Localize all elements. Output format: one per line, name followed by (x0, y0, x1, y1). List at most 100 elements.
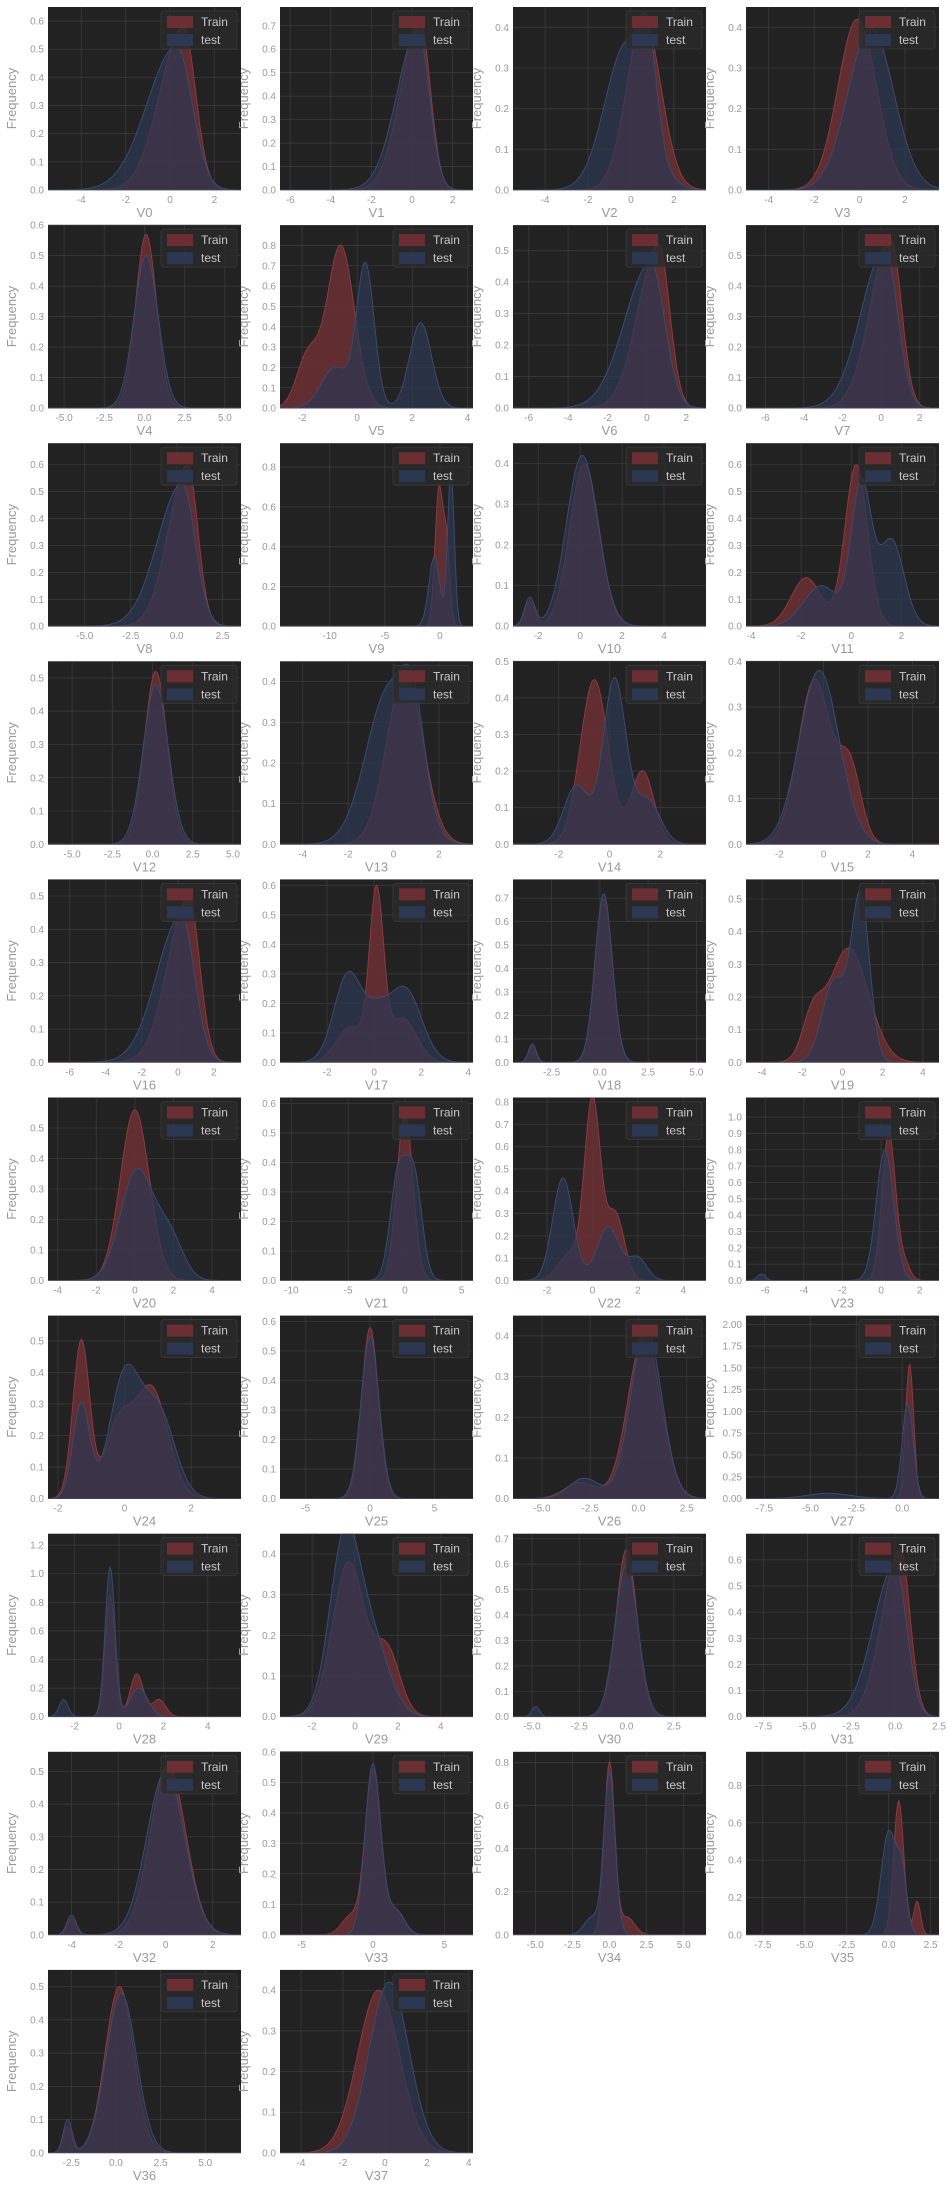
y-tick-label: 0.8 (495, 1758, 509, 1769)
legend-label-test: test (899, 251, 919, 265)
y-tick-label: 0.2 (495, 104, 509, 115)
x-tick-label: -4 (297, 2158, 306, 2169)
y-tick-label: 0.1 (262, 1672, 276, 1683)
x-tick-label: -2 (543, 1286, 552, 1297)
subplot-V28: -2 0 2 4 0.0 0.2 0.4 0.6 0.8 1.0 1.2 V28 Frequency Tr… (4, 1533, 241, 1747)
legend-label-test: test (899, 33, 919, 47)
y-axis-label: Frequency (702, 1376, 717, 1438)
y-tick-label: 0.5 (728, 1194, 742, 1205)
y-tick-label: 0.7 (728, 1162, 742, 1173)
y-axis-label: Frequency (236, 1376, 251, 1438)
y-tick-label: 0.2 (728, 1243, 742, 1254)
subplot-V30: -5.0 -2.5 0.0 2.5 0.0 0.1 0.2 0.3 0.4 0.5 0.6 0.7 V3… (469, 1533, 706, 1747)
legend-swatch-train (632, 452, 658, 465)
x-axis-label: V19 (831, 1077, 854, 1092)
y-tick-label: 0.1 (495, 145, 509, 156)
y-tick-label: 0.4 (262, 1550, 276, 1561)
x-tick-label: 0 (840, 1067, 846, 1078)
y-axis-label: Frequency (4, 1158, 19, 1220)
legend-swatch-test (167, 688, 193, 701)
legend-swatch-train (399, 16, 425, 28)
legend-label-test: test (433, 469, 453, 483)
legend-label-test: test (201, 469, 221, 483)
legend-swatch-test (399, 688, 425, 701)
legend-swatch-test (399, 34, 425, 46)
x-axis-label: V36 (133, 2168, 156, 2183)
x-tick-label: 2 (395, 1722, 401, 1733)
density-layer (280, 884, 473, 1063)
y-tick-label: 0.2 (262, 1217, 276, 1228)
subplot-V6: -6 -4 -2 0 2 0.0 0.1 0.2 0.3 0.4 0.5 V6 Frequency Tra… (469, 225, 706, 438)
x-tick-label: 0 (370, 1940, 376, 1951)
legend-label-test: test (201, 1996, 221, 2010)
x-tick-label: -7.5 (754, 1940, 772, 1951)
y-tick-label: 0.0 (728, 404, 742, 415)
y-tick-label: 0.6 (262, 1747, 276, 1758)
density-layer (513, 1327, 706, 1499)
x-axis-label: V33 (365, 1950, 388, 1965)
density-test (48, 483, 241, 627)
density-test (48, 254, 241, 409)
x-tick-label: 4 (681, 1286, 687, 1297)
density-test (746, 1149, 939, 1281)
y-tick-label: 0.1 (495, 1034, 509, 1045)
subplot-V17: -2 0 2 4 0.0 0.1 0.2 0.3 0.4 0.5 0.6 V17 Frequency Tr… (236, 879, 473, 1092)
legend: Train test (160, 1319, 238, 1358)
legend-label-test: test (899, 687, 919, 701)
x-tick-label: 5 (432, 1504, 438, 1515)
y-tick-label: 0.2 (30, 1684, 44, 1695)
y-tick-label: 1.2 (30, 1541, 44, 1552)
legend-label-train: Train (433, 1542, 460, 1556)
x-tick-label: 2 (436, 849, 442, 860)
y-tick-label: 0.3 (30, 1832, 44, 1843)
y-tick-label: 0.6 (728, 1818, 742, 1829)
y-tick-label: 0.0 (495, 1058, 509, 1069)
y-tick-label: 0.2 (728, 748, 742, 759)
x-tick-label: 2 (899, 631, 905, 642)
x-tick-label: -6 (286, 195, 295, 206)
x-tick-label: -4 (67, 1940, 76, 1951)
y-tick-label: 0.3 (262, 115, 276, 126)
y-tick-label: 0.2 (262, 1869, 276, 1880)
x-tick-label: 2.5 (216, 631, 230, 642)
legend-label-train: Train (201, 1978, 228, 1992)
x-tick-label: 4 (465, 413, 471, 424)
x-tick-label: 0 (116, 1722, 122, 1733)
subplot-V33: -5 0 5 0.0 0.1 0.2 0.3 0.4 0.5 0.6 V33 Frequency Tra… (236, 1747, 473, 1965)
density-layer (746, 669, 939, 845)
legend: Train test (160, 228, 238, 268)
density-layer (280, 1763, 473, 1935)
density-layer (48, 1986, 241, 2153)
y-tick-label: 0.6 (728, 1555, 742, 1566)
y-axis-label: Frequency (469, 1812, 484, 1874)
y-tick-label: 0.0 (262, 404, 276, 415)
subplot-V12: -5.0 -2.5 0.0 2.5 5.0 0.0 0.1 0.2 0.3 0.4 0.5 V12 Fr… (4, 661, 241, 874)
legend-label-train: Train (433, 15, 460, 29)
legend-swatch-train (632, 234, 658, 247)
x-axis-label: V29 (365, 1732, 388, 1747)
x-tick-label: -10 (322, 631, 337, 642)
y-tick-label: 0.1 (728, 1686, 742, 1697)
legend: Train test (160, 1537, 238, 1577)
legend: Train test (625, 446, 703, 486)
y-tick-label: 0.1 (495, 1453, 509, 1464)
density-test (513, 1177, 706, 1281)
x-tick-label: 0 (628, 195, 634, 206)
legend-swatch-test (399, 1996, 425, 2009)
y-tick-label: 0.2 (30, 1431, 44, 1442)
legend-label-train: Train (433, 1106, 460, 1120)
subplot-V4: -5.0 -2.5 0.0 2.5 5.0 0.0 0.1 0.2 0.3 0.4 0.5 0.6 V4… (4, 221, 241, 438)
x-tick-label: -2 (308, 1722, 317, 1733)
legend-label-test: test (433, 1778, 453, 1792)
legend-swatch-test (167, 1560, 193, 1573)
x-tick-label: 2 (188, 1504, 194, 1515)
y-tick-label: 0.0 (495, 622, 509, 633)
legend-swatch-test (865, 1778, 891, 1791)
y-tick-label: 0.1 (262, 1246, 276, 1257)
y-tick-label: 0.0 (262, 1058, 276, 1069)
y-tick-label: 0.2 (262, 999, 276, 1010)
y-tick-label: 0.0 (495, 1712, 509, 1723)
density-test (280, 29, 473, 190)
x-tick-label: 0 (402, 1286, 408, 1297)
